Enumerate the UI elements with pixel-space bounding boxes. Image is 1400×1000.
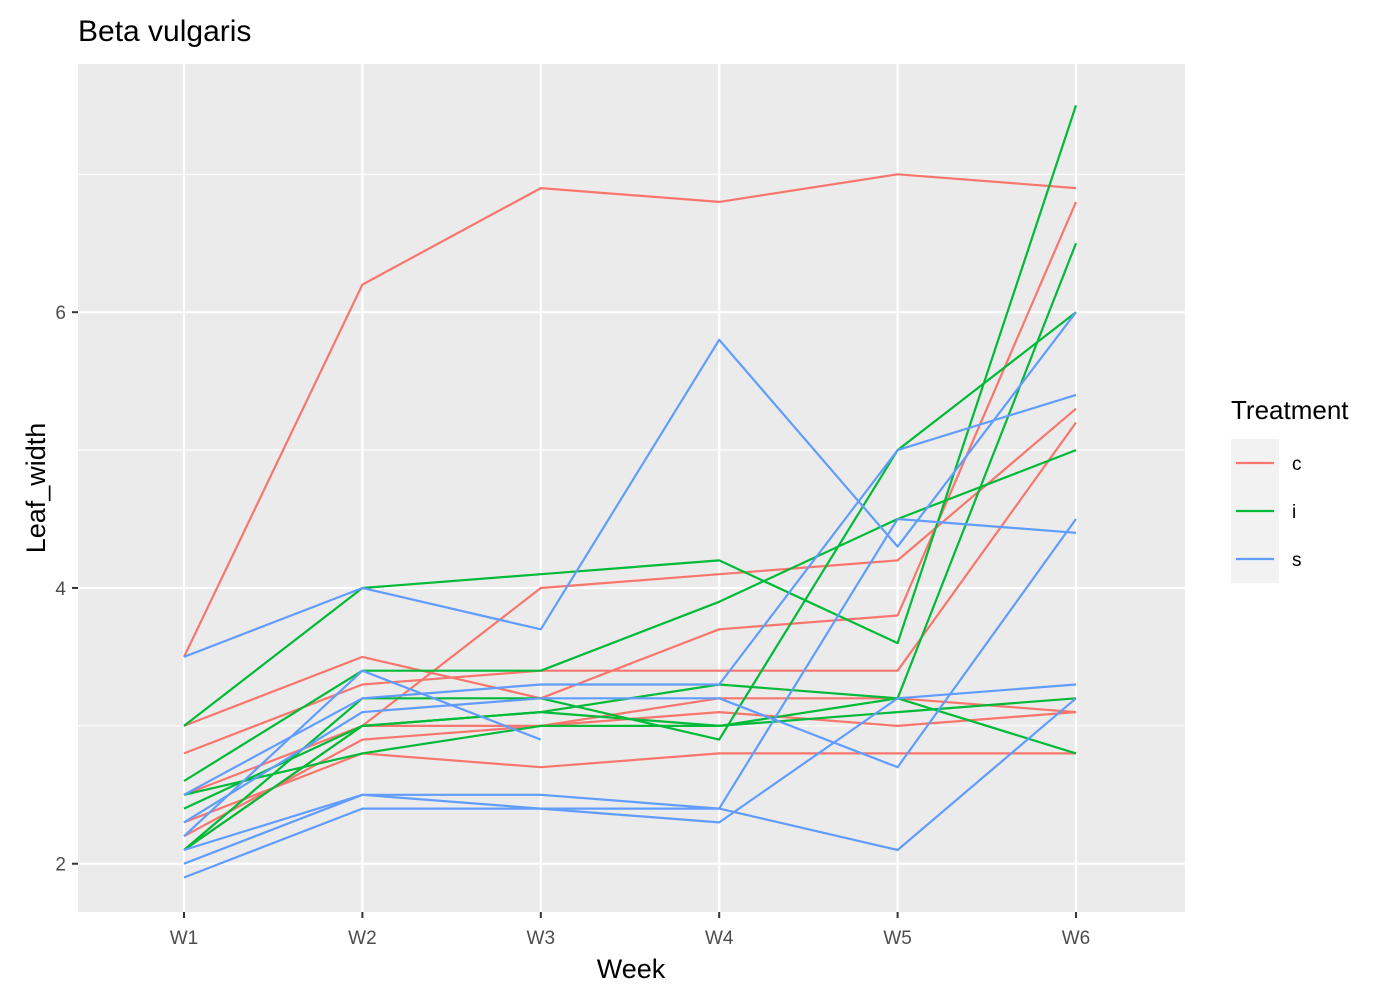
- y-tick-label-0: 2: [55, 855, 66, 876]
- legend: Treatment c i s: [1231, 395, 1349, 583]
- y-tick-label-2: 6: [55, 303, 66, 324]
- series-line-c-0: [183, 173, 1077, 658]
- series-line-s-18: [183, 683, 1077, 865]
- series-line-i-12: [183, 242, 1078, 851]
- series-line-s-14: [183, 393, 1077, 796]
- series-line-c-1: [183, 201, 1078, 727]
- legend-label-s: s: [1292, 550, 1302, 571]
- legend-label-c: c: [1292, 454, 1302, 475]
- series-line-c-5: [183, 752, 1076, 824]
- legend-title: Treatment: [1231, 395, 1349, 425]
- chart-title: Beta vulgaris: [78, 15, 251, 48]
- x-tick-label-1: W2: [348, 928, 377, 949]
- x-tick-label-0: W1: [170, 928, 199, 949]
- x-axis-title: Week: [597, 954, 666, 984]
- series-line-c-2: [183, 421, 1077, 755]
- x-tick-label-2: W3: [527, 928, 556, 949]
- plot-panel: [78, 64, 1185, 912]
- y-tick-label-1: 4: [55, 579, 66, 600]
- x-tick-label-4: W5: [883, 928, 912, 949]
- x-tick-label-5: W6: [1062, 928, 1091, 949]
- series-line-i-9: [183, 697, 1077, 796]
- x-tick-label-3: W4: [705, 928, 734, 949]
- y-axis-title: Leaf_width: [21, 423, 51, 554]
- legend-label-i: i: [1292, 502, 1296, 523]
- series-line-s-16: [183, 669, 542, 838]
- series-line-s-13: [183, 311, 1077, 658]
- series-line-s-19: [183, 697, 1077, 879]
- grid-major: [78, 64, 1185, 912]
- y-axis: 2 4 6: [55, 303, 78, 876]
- series-line-s-17: [183, 517, 1077, 852]
- x-axis: W1 W2 W3 W4 W5 W6: [170, 912, 1091, 949]
- series-line-i-7: [183, 105, 1078, 727]
- series-line-s-15: [183, 518, 1077, 824]
- series-lines: [183, 105, 1078, 879]
- series-line-c-3: [183, 407, 1077, 796]
